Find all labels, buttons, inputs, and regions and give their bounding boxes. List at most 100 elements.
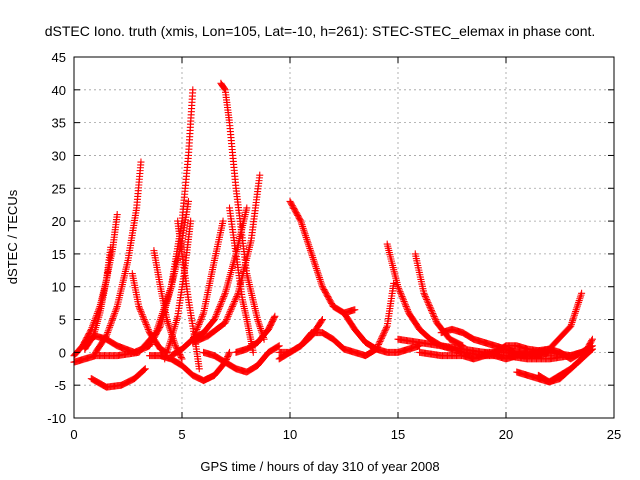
y-axis-label: dSTEC / TECUs [5,189,20,284]
data-point [270,314,278,322]
data-point [275,342,283,350]
data-point [394,283,402,291]
data-point [196,317,204,325]
data-point [106,322,114,330]
series-layer [70,79,596,391]
data-point [111,309,119,317]
data-point [424,299,432,307]
data-point [87,327,95,335]
x-tick-label: 15 [391,427,405,442]
data-point [220,85,228,93]
data-point [427,305,435,313]
x-tick-label: 5 [178,427,185,442]
data-point [379,331,387,339]
y-tick-label: 40 [52,83,66,98]
data-point [429,310,437,317]
y-tick-label: 20 [52,214,66,229]
data-point [106,323,114,331]
data-point [142,320,150,328]
ticks [73,56,615,419]
data-point [192,327,200,335]
data-point [423,296,431,304]
x-tick-labels: 0 5 10 15 20 25 [70,427,621,442]
data-point [402,302,410,310]
data-point [426,303,434,311]
data-point [142,319,150,327]
data-point [197,316,205,324]
x-tick-label: 25 [607,427,621,442]
data-point [425,302,433,310]
data-point [113,211,121,219]
y-tick-label: 25 [52,181,66,196]
series-3 [92,158,145,356]
data-point [396,288,404,296]
data-point [156,324,164,332]
data-point [178,355,186,363]
data-point [256,171,264,179]
data-point [421,292,429,300]
x-axis-label: GPS time / hours of day 310 of year 2008 [200,459,439,474]
data-point [397,291,405,299]
y-tick-label: 0 [59,345,66,360]
data-point [422,294,430,302]
data-point [199,311,207,319]
data-point [110,311,118,319]
data-point [196,319,204,327]
x-tick-label: 20 [499,427,513,442]
data-point [429,311,437,319]
data-point [318,316,326,324]
y-tick-label: 10 [52,280,66,295]
data-point [221,319,229,327]
data-point [107,318,115,326]
series-18 [232,312,279,356]
data-point [172,342,180,350]
data-point [194,324,202,332]
data-point [380,330,388,338]
data-point [108,316,116,324]
data-point [588,337,596,345]
data-point [113,304,121,312]
series-30 [534,335,596,386]
data-point [214,306,222,314]
data-point [213,309,221,317]
data-point [400,297,408,305]
series-7 [128,270,171,356]
data-point [399,296,407,304]
data-point [375,339,383,347]
data-point [403,304,411,312]
series-22 [340,309,424,356]
data-point [193,325,201,333]
data-point [140,366,148,374]
data-point [184,197,192,205]
data-point [427,306,435,314]
data-point [111,308,119,316]
data-point [138,311,146,319]
data-point [212,311,220,319]
y-tick-label: -10 [47,411,66,426]
data-point [137,307,145,315]
data-point [217,299,225,307]
data-point [112,306,120,314]
data-point [211,314,219,322]
series-10 [167,217,227,360]
data-point [219,296,226,304]
data-point [351,306,359,314]
chart-title: dSTEC Iono. truth (xmis, Lon=105, Lat=-1… [45,23,596,39]
data-point [143,322,151,330]
data-point [588,346,595,354]
y-tick-label: 15 [52,247,66,262]
data-point [219,294,227,302]
data-point [378,333,386,341]
data-point [225,311,233,319]
data-point [430,313,438,321]
data-point [139,312,147,320]
data-point [215,304,223,312]
data-point [231,297,239,305]
data-point [198,314,206,322]
data-point [274,342,282,350]
data-point [229,301,237,309]
data-point [195,320,203,328]
data-point [218,297,226,305]
data-point [177,353,185,361]
